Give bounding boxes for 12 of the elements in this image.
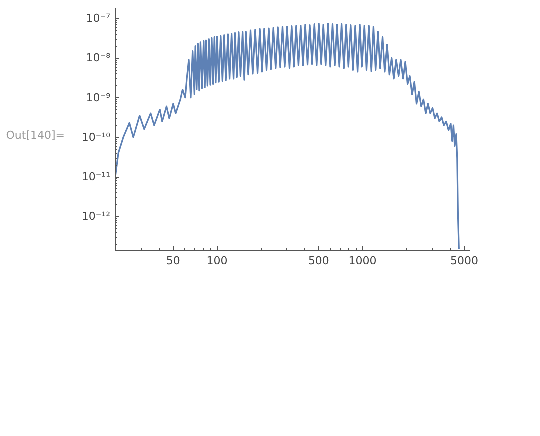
text: Out[140]= — [6, 128, 65, 144]
x-tick-label: 50 — [166, 254, 180, 268]
y-tick-label: 10⁻⁷ — [86, 12, 111, 26]
x-tick-label: 500 — [308, 254, 330, 268]
x-tick-label: 100 — [206, 254, 228, 268]
y-tick-label: 10⁻¹⁰ — [82, 130, 112, 144]
x-tick-label: 5000 — [450, 254, 478, 268]
y-tick-label: 10⁻¹² — [82, 210, 110, 224]
y-tick-label: 10⁻⁸ — [86, 52, 112, 65]
y-tick-label: 10⁻¹¹ — [82, 170, 110, 184]
y-tick-label: 10⁻⁹ — [86, 91, 111, 104]
x-tick-label: 1000 — [348, 254, 377, 268]
